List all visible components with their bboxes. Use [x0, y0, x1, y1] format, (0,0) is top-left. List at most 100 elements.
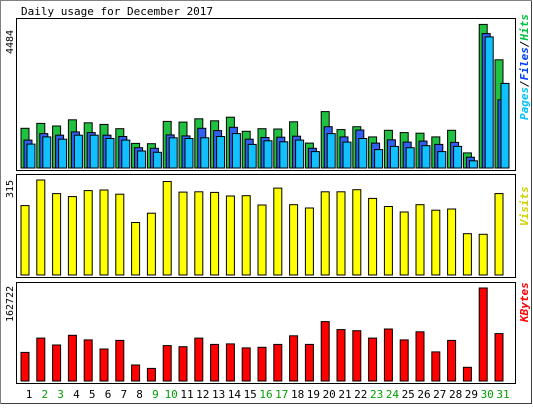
pages-bar: [184, 138, 194, 169]
pages-bar: [26, 143, 36, 169]
kbytes-bar: [210, 343, 220, 382]
pages-bar: [310, 151, 320, 169]
kbytes-bar: [462, 366, 472, 382]
legend-separator-1: /: [518, 80, 531, 87]
pages-bar: [216, 136, 226, 169]
day-label: 28: [449, 388, 462, 401]
pages-bar: [326, 133, 336, 169]
pages-bar: [42, 136, 52, 169]
visits-bar: [146, 212, 156, 276]
pages-bar: [405, 147, 415, 169]
hits-legend: Pages/Files/Hits: [518, 14, 531, 120]
kbytes-bar: [162, 345, 172, 382]
legend-pages: Pages: [518, 87, 531, 120]
kbytes-bar: [320, 321, 330, 382]
visits-bar: [478, 233, 488, 276]
visits-bar: [336, 191, 346, 276]
kbytes-bar: [52, 344, 62, 382]
visits-bar: [194, 191, 204, 276]
kbytes-bar: [273, 343, 283, 382]
kbytes-bar: [99, 348, 109, 382]
visits-bar: [162, 181, 172, 276]
pages-bar: [421, 145, 431, 169]
kbytes-legend: KBytes: [518, 282, 531, 323]
pages-bar: [89, 134, 99, 169]
pages-bar: [342, 141, 352, 169]
day-label: 26: [417, 388, 430, 401]
day-labels: 1 2 3 4 5 6 7 8 9 10 11 12 13 14 15 16 17 18 19 20 21 22 23 24 2…: [26, 388, 510, 401]
kbytes-bar: [115, 339, 125, 382]
pages-bar: [484, 36, 494, 169]
day-label: 7: [120, 388, 127, 401]
kbytes-bar: [494, 333, 504, 382]
kbytes-bar: [178, 346, 188, 382]
visits-bar: [257, 204, 267, 276]
visits-ymax-label: 315: [5, 180, 16, 198]
visits-bar: [67, 196, 77, 276]
visits-bar: [352, 189, 362, 276]
day-label: 6: [105, 388, 112, 401]
day-label: 21: [338, 388, 351, 401]
legend-files: Files: [518, 47, 531, 80]
visits-bar: [273, 187, 283, 276]
kbytes-bar: [336, 329, 346, 382]
day-label: 9: [152, 388, 159, 401]
visits-bar: [52, 193, 62, 276]
pages-bar: [58, 138, 68, 169]
day-label: 30: [481, 388, 494, 401]
kbytes-bar: [352, 330, 362, 382]
kbytes-bar: [257, 346, 267, 382]
kbytes-bar: [304, 343, 314, 382]
visits-bar: [289, 204, 299, 276]
pages-bar: [389, 145, 399, 169]
kbytes-bar: [20, 351, 30, 382]
day-label: 1: [26, 388, 33, 401]
visits-bar: [241, 195, 251, 276]
pages-bar: [453, 145, 463, 169]
day-label: 13: [212, 388, 225, 401]
hits-bars: [20, 23, 510, 169]
kbytes-bar: [415, 331, 425, 382]
pages-bar: [263, 140, 273, 169]
day-label: 8: [136, 388, 143, 401]
chart-title: Daily usage for December 2017: [21, 5, 213, 18]
pages-bar: [137, 150, 147, 169]
kbytes-bar: [368, 337, 378, 382]
kbytes-bars: [20, 287, 504, 382]
visits-bar: [178, 191, 188, 276]
pages-bar: [121, 139, 131, 169]
day-label: 15: [244, 388, 257, 401]
visits-bar: [462, 233, 472, 276]
visits-bar: [383, 206, 393, 276]
pages-bar: [247, 143, 257, 169]
day-label: 5: [89, 388, 96, 401]
day-label: 2: [41, 388, 48, 401]
pages-bar: [374, 149, 384, 169]
day-label: 24: [386, 388, 400, 401]
kbytes-bar: [399, 339, 409, 382]
day-label: 25: [402, 388, 415, 401]
day-label: 23: [370, 388, 383, 401]
pages-bar: [105, 138, 115, 169]
day-label: 11: [180, 388, 193, 401]
kbytes-bar: [431, 351, 441, 382]
visits-bar: [99, 189, 109, 276]
legend-separator-2: /: [518, 41, 531, 48]
day-label: 27: [433, 388, 446, 401]
kbytes-bar: [225, 343, 235, 382]
day-label: 19: [307, 388, 320, 401]
kbytes-bar: [36, 337, 46, 382]
day-label: 18: [291, 388, 304, 401]
day-label: 16: [259, 388, 272, 401]
pages-bar: [152, 151, 162, 169]
kbytes-bar: [67, 334, 77, 382]
visits-bar: [115, 193, 125, 276]
kbytes-bar: [478, 287, 488, 382]
day-label: 31: [496, 388, 509, 401]
day-label: 3: [57, 388, 64, 401]
visits-bar: [494, 193, 504, 276]
pages-bar: [231, 133, 241, 169]
visits-bar: [304, 207, 314, 276]
pages-bar: [468, 160, 478, 169]
